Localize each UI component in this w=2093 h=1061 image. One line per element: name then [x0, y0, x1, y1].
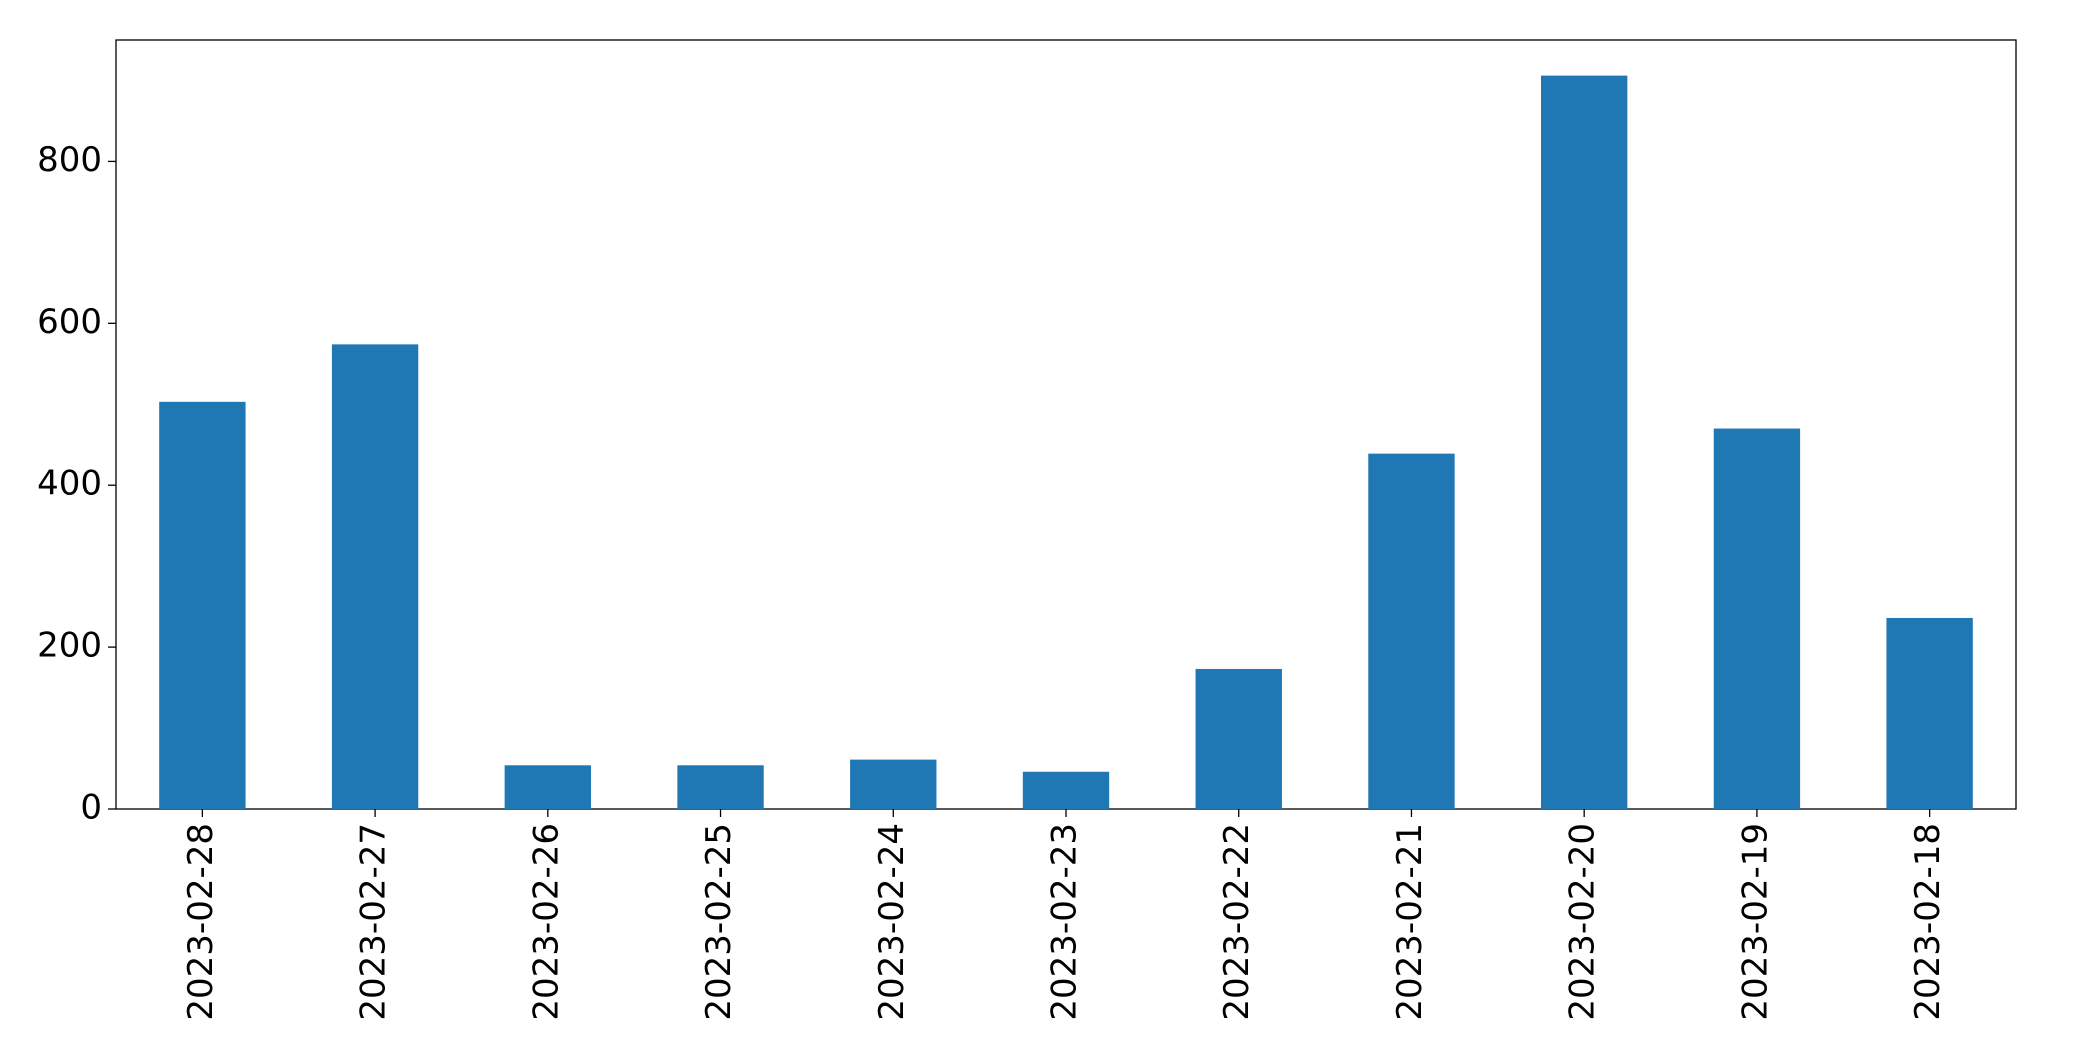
- y-tick-label: 200: [37, 626, 102, 666]
- x-tick-label: 2023-02-20: [1563, 823, 1603, 1021]
- bar: [677, 765, 764, 809]
- bar: [331, 344, 419, 809]
- x-tick-label: 2023-02-23: [1045, 823, 1085, 1021]
- y-tick-label: 800: [37, 140, 102, 180]
- x-tick-label: 2023-02-22: [1217, 823, 1257, 1021]
- x-tick-label: 2023-02-25: [699, 823, 739, 1021]
- x-tick-label: 2023-02-21: [1390, 823, 1430, 1021]
- bar: [1368, 453, 1455, 809]
- bar: [1541, 75, 1628, 810]
- x-tick-label: 2023-02-27: [354, 823, 394, 1021]
- bar: [1713, 428, 1801, 809]
- x-tick-label: 2023-02-18: [1908, 823, 1948, 1021]
- x-tick-label: 2023-02-26: [526, 823, 566, 1021]
- x-tick-label: 2023-02-19: [1735, 823, 1775, 1021]
- x-tick-label: 2023-02-24: [872, 823, 912, 1021]
- bar: [504, 765, 591, 809]
- bar: [850, 759, 937, 809]
- y-tick-label: 0: [80, 788, 102, 828]
- bar: [159, 401, 246, 809]
- bar: [1022, 771, 1110, 809]
- bar: [1195, 668, 1282, 809]
- y-tick-label: 600: [37, 302, 102, 342]
- y-tick-label: 400: [37, 464, 102, 504]
- bar: [1886, 617, 1973, 809]
- x-tick-label: 2023-02-28: [181, 823, 221, 1021]
